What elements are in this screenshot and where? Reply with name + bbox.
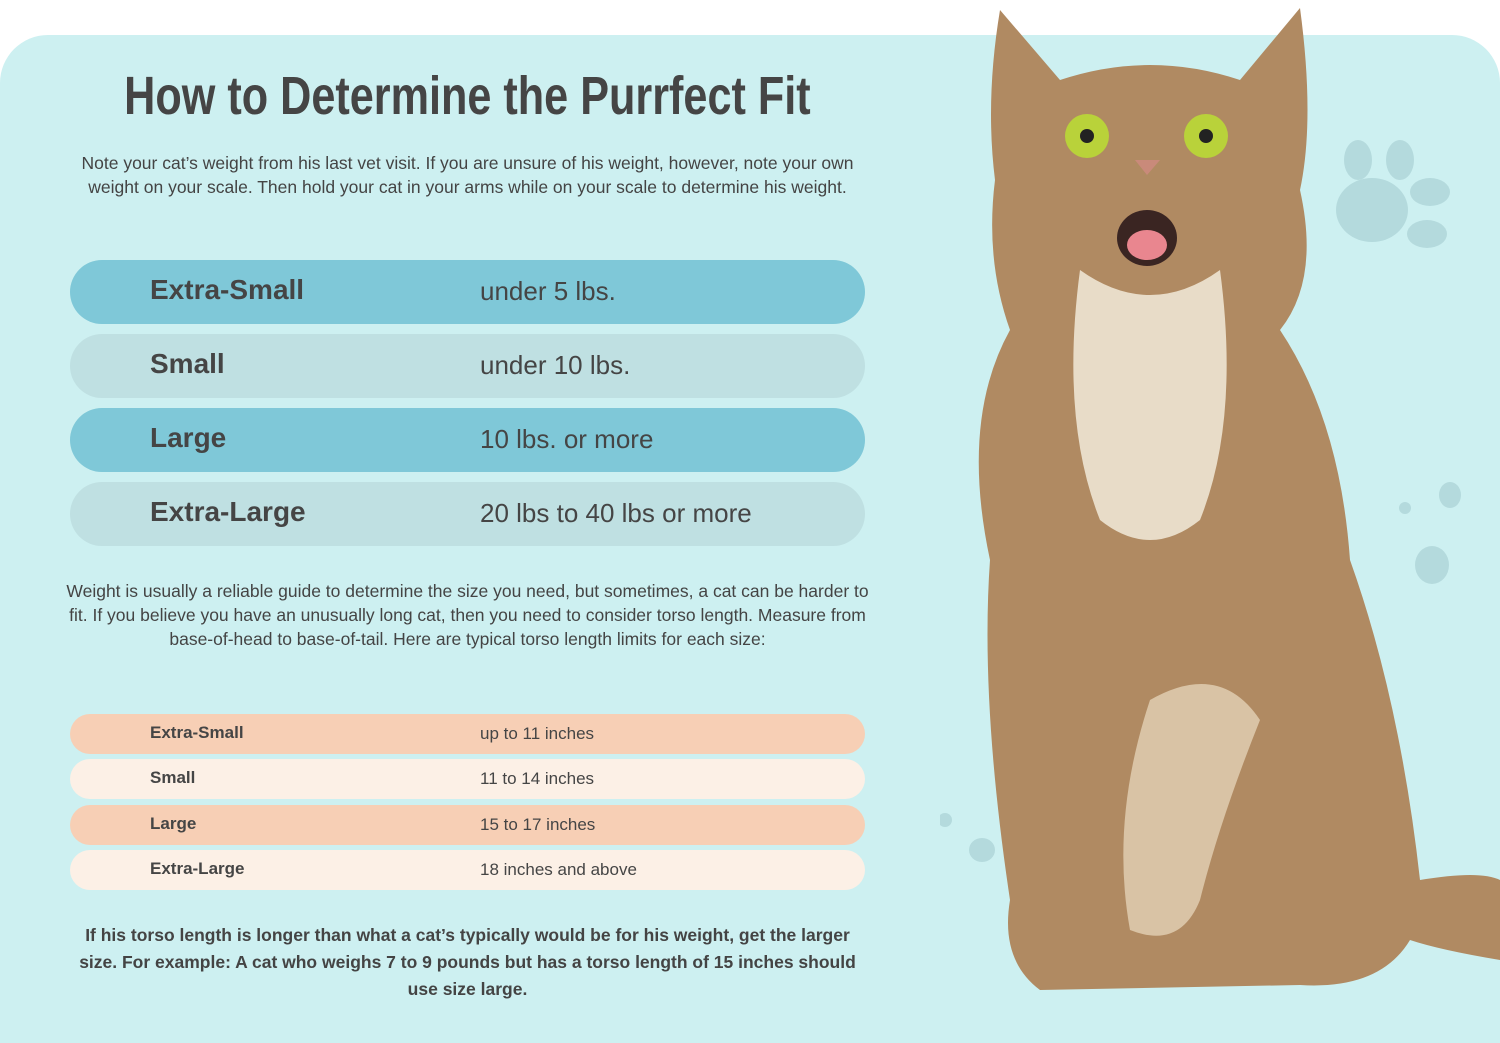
torso-explanation: Weight is usually a reliable guide to de… xyxy=(66,581,869,649)
size-label: Extra-Large xyxy=(150,496,306,527)
torso-row: Large 15 to 17 inches xyxy=(70,805,865,845)
paw-print-icon xyxy=(940,140,1461,862)
torso-value: up to 11 inches xyxy=(480,724,595,743)
intro-text: Note your cat’s weight from his last vet… xyxy=(81,153,854,197)
size-label: Extra-Small xyxy=(150,274,305,305)
torso-value: 18 inches and above xyxy=(480,860,637,879)
page-title: How to Determine the Purrfect Fit xyxy=(124,66,811,126)
torso-row: Extra-Small up to 11 inches xyxy=(70,714,865,754)
size-label: Extra-Large xyxy=(150,859,245,878)
footer-note: If his torso length is longer than what … xyxy=(79,925,856,999)
size-label: Large xyxy=(150,814,197,833)
weight-value: 20 lbs to 40 lbs or more xyxy=(480,498,752,528)
weight-value: 10 lbs. or more xyxy=(480,424,654,454)
cat-photo xyxy=(940,8,1500,990)
weight-value: under 10 lbs. xyxy=(480,350,631,380)
weight-row: Large 10 lbs. or more xyxy=(70,408,865,472)
size-label: Small xyxy=(150,768,196,787)
weight-row: Extra-Small under 5 lbs. xyxy=(70,260,865,324)
torso-row: Small 11 to 14 inches xyxy=(70,759,865,799)
size-label: Extra-Small xyxy=(150,723,244,742)
size-label: Large xyxy=(150,422,227,453)
torso-value: 11 to 14 inches xyxy=(480,769,595,788)
torso-row: Extra-Large 18 inches and above xyxy=(70,850,865,890)
weight-row: Extra-Large 20 lbs to 40 lbs or more xyxy=(70,482,865,546)
weight-value: under 5 lbs. xyxy=(480,276,616,306)
weight-row: Small under 10 lbs. xyxy=(70,334,865,398)
size-label: Small xyxy=(150,348,225,379)
torso-value: 15 to 17 inches xyxy=(480,815,596,834)
